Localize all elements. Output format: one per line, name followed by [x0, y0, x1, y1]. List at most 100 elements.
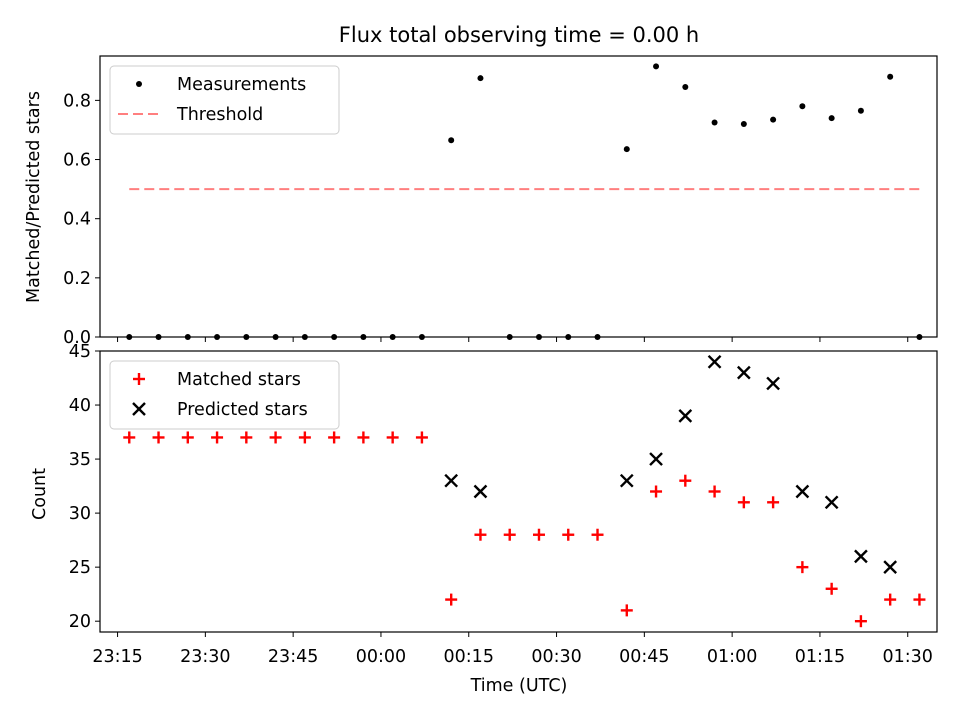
- bottom-xtick-label: 00:00: [356, 647, 406, 667]
- measurement-point: [799, 103, 806, 110]
- measurement-point: [331, 334, 338, 340]
- top-axes: 0.0 0.2 0.4 0.6 0.8 Measurements Threshold: [63, 55, 938, 348]
- matched-star-point: [152, 431, 165, 444]
- measurement-point: [682, 84, 689, 91]
- predicted-star-point: [649, 452, 663, 466]
- matched-star-point: [181, 431, 194, 444]
- bottom-axes-frame: [99, 350, 938, 633]
- bottom-xtick-label: 00:30: [531, 647, 581, 667]
- bottom-ytick-label: 20: [69, 612, 91, 632]
- measurement-point: [828, 115, 835, 122]
- measurement-point: [535, 334, 542, 340]
- predicted-star-point: [854, 549, 868, 564]
- matched-star-point: [357, 431, 370, 444]
- bottom-ytick-label: 35: [69, 450, 91, 470]
- measurement-point: [594, 334, 601, 340]
- measurement-point: [448, 137, 455, 144]
- measurement-point: [565, 334, 572, 340]
- matched-star-point: [328, 431, 341, 444]
- measurement-point: [389, 334, 396, 340]
- legend-label: Predicted stars: [177, 400, 308, 420]
- matched-star-point: [474, 528, 487, 541]
- measurement-point: [711, 119, 718, 126]
- matched-star-point: [796, 561, 809, 574]
- measurement-point: [301, 334, 308, 340]
- measurement-point: [857, 107, 864, 114]
- matched-star-point: [211, 431, 224, 444]
- predicted-star-point: [619, 473, 634, 488]
- measurement-point: [477, 75, 484, 82]
- legend-label: Threshold: [176, 105, 263, 125]
- bottom-xtick-label: 23:15: [92, 647, 142, 667]
- matched-star-point: [591, 528, 604, 541]
- top-ytick-label: 0.2: [63, 269, 91, 289]
- top-ytick-label: 0.0: [63, 328, 91, 348]
- matched-star-point: [503, 528, 516, 541]
- predicted-star-point: [473, 484, 488, 499]
- matched-star-point: [532, 528, 545, 541]
- measurement-point: [155, 334, 162, 340]
- bottom-ytick-label: 45: [69, 342, 91, 362]
- predicted-star-point: [678, 408, 693, 423]
- matched-star-point: [708, 485, 721, 498]
- legend-label: Matched stars: [177, 370, 301, 390]
- matched-star-point: [737, 496, 750, 509]
- bottom-xtick-label: 01:30: [883, 647, 933, 667]
- measurement-point: [506, 334, 513, 340]
- matched-star-point: [562, 528, 575, 541]
- predicted-star-point: [707, 354, 722, 369]
- measurement-point: [770, 116, 777, 123]
- predicted-star-point: [766, 376, 780, 391]
- measurement-point: [272, 334, 279, 340]
- measurement-point: [653, 63, 660, 70]
- predicted-star-point: [883, 560, 898, 575]
- predicted-star-point: [824, 495, 839, 510]
- legend-predicted-swatch: [132, 402, 146, 416]
- bottom-xtick-label: 01:00: [707, 647, 757, 667]
- measurement-point: [126, 334, 133, 340]
- xlabel: Time (UTC): [470, 676, 568, 696]
- predicted-star-point: [736, 365, 751, 380]
- bottom-xtick-label: 01:15: [795, 647, 845, 667]
- chart-title: Flux total observing time = 0.00 h: [339, 23, 699, 47]
- matched-star-point: [679, 474, 692, 487]
- matched-star-point: [913, 593, 926, 606]
- bottom-xtick-label: 23:45: [268, 647, 318, 667]
- top-legend: [109, 65, 340, 135]
- matched-star-point: [386, 431, 399, 444]
- top-ytick-label: 0.8: [63, 91, 91, 111]
- matched-star-point: [269, 431, 282, 444]
- predicted-star-point: [795, 484, 810, 499]
- matched-star-point: [298, 431, 311, 444]
- matched-star-point: [854, 615, 867, 628]
- bottom-ytick-label: 40: [69, 396, 91, 416]
- top-axes-frame: [99, 55, 938, 338]
- matched-star-point: [620, 604, 633, 617]
- matched-star-point: [445, 593, 458, 606]
- legend-measurements-swatch: [136, 81, 142, 87]
- legend-label: Measurements: [177, 75, 306, 95]
- measurement-point: [623, 146, 630, 153]
- legend-matched-swatch: [133, 373, 145, 385]
- top-ylabel: Matched/Predicted stars: [24, 91, 44, 303]
- measurement-point: [360, 334, 367, 340]
- matched-star-point: [884, 593, 897, 606]
- bottom-ylabel: Count: [30, 468, 50, 520]
- matched-star-point: [650, 485, 663, 498]
- measurement-point: [243, 334, 250, 340]
- matched-star-point: [415, 431, 428, 444]
- top-ytick-label: 0.6: [63, 151, 91, 171]
- bottom-axes: 20 25 30 35 40 45 23:15 23:30 23:45 00:00 00:15 00:…: [69, 342, 938, 667]
- top-ytick-label: 0.4: [63, 210, 91, 230]
- bottom-xtick-label: 00:45: [619, 647, 669, 667]
- matched-star-point: [825, 582, 838, 595]
- measurement-point: [214, 334, 221, 340]
- bottom-ytick-label: 25: [69, 558, 91, 578]
- bottom-legend: [109, 360, 340, 430]
- matched-star-point: [123, 431, 136, 444]
- bottom-xtick-label: 00:15: [444, 647, 494, 667]
- matched-star-point: [240, 431, 253, 444]
- bottom-ytick-label: 30: [69, 504, 91, 524]
- measurement-point: [887, 73, 894, 80]
